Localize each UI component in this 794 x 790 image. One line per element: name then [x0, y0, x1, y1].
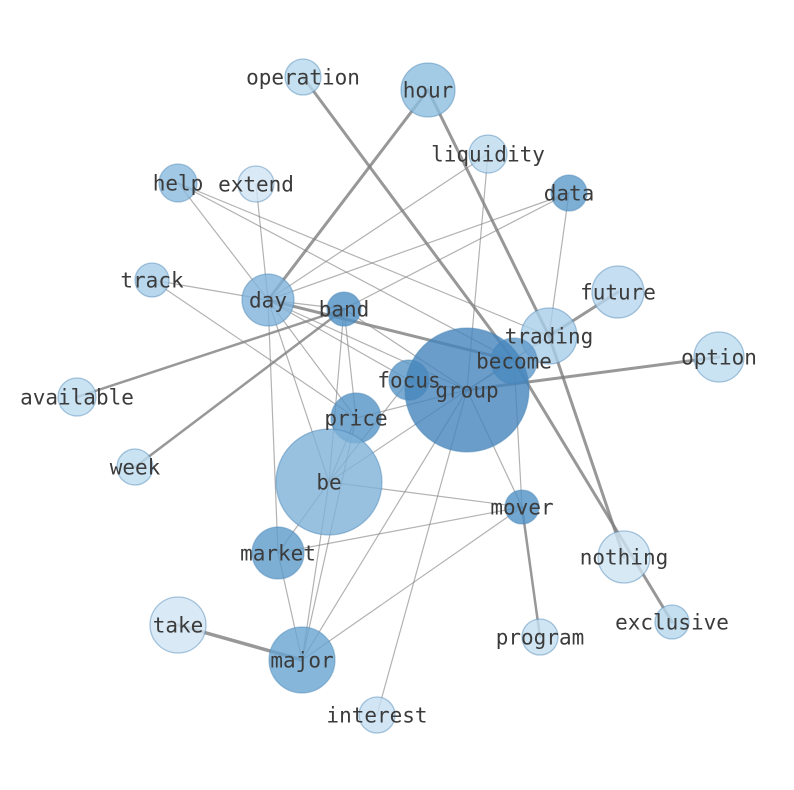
node-operation — [284, 58, 322, 96]
node-band — [326, 291, 362, 327]
node-label-become: become — [476, 349, 552, 373]
node-track — [134, 262, 170, 298]
edge-week-band — [133, 307, 346, 469]
edge-day-data — [267, 192, 570, 301]
edge-become-exclusive — [512, 359, 674, 624]
edge-day-market — [267, 299, 279, 554]
node-label-market: market — [240, 541, 316, 565]
node-market — [251, 526, 305, 580]
node-mover — [504, 489, 540, 525]
node-program — [521, 618, 559, 656]
node-data — [550, 174, 588, 212]
edge-help-trading — [177, 182, 550, 337]
node-available — [57, 377, 97, 417]
edge-day-focus — [267, 299, 410, 381]
node-future — [591, 265, 645, 319]
node-label-exclusive: exclusive — [615, 610, 729, 634]
node-label-trading: trading — [505, 324, 594, 348]
node-label-future: future — [580, 280, 656, 304]
edge-mover-program — [520, 505, 542, 639]
node-label-week: week — [110, 455, 161, 479]
edge-hour-trading — [426, 88, 551, 338]
edge-trading-nothing — [547, 334, 626, 559]
node-week — [116, 448, 154, 486]
node-label-data: data — [544, 181, 595, 205]
node-label-program: program — [496, 625, 585, 649]
node-interest — [358, 696, 396, 734]
node-label-be: be — [316, 470, 341, 494]
node-label-help: help — [153, 171, 204, 195]
node-label-take: take — [153, 613, 204, 637]
node-label-option: option — [681, 345, 757, 369]
node-label-group: group — [435, 378, 498, 402]
node-help — [158, 163, 198, 203]
node-liquidity — [468, 134, 508, 174]
node-hour — [400, 62, 456, 118]
edge-market-mover — [277, 506, 523, 554]
node-trading — [520, 307, 578, 365]
node-label-price: price — [324, 406, 387, 430]
edge-liquidity-day — [267, 153, 489, 301]
edge-available-band — [75, 307, 346, 399]
node-option — [693, 331, 745, 383]
node-label-band: band — [319, 297, 370, 321]
node-label-operation: operation — [246, 65, 360, 89]
node-label-major: major — [270, 648, 333, 672]
node-label-nothing: nothing — [580, 545, 669, 569]
labels-layer: operation hour liquidity help extend data trac… — [20, 65, 757, 727]
node-exclusive — [654, 604, 690, 640]
edge-day-hour — [266, 88, 430, 302]
node-label-track: track — [120, 268, 184, 292]
node-extend — [237, 165, 275, 203]
edge-major-mover — [301, 506, 523, 661]
node-label-mover: mover — [490, 495, 553, 519]
edge-operation-become — [301, 75, 516, 363]
node-label-available: available — [20, 385, 134, 409]
node-label-interest: interest — [326, 703, 427, 727]
nodes-layer — [57, 58, 745, 734]
node-nothing — [597, 530, 651, 584]
node-label-extend: extend — [218, 172, 294, 196]
node-group — [404, 327, 530, 453]
node-label-hour: hour — [403, 78, 454, 102]
edge-track-price — [151, 279, 357, 419]
node-label-focus: focus — [377, 368, 440, 392]
node-label-liquidity: liquidity — [431, 142, 545, 166]
node-take — [149, 596, 207, 654]
edge-band-data — [343, 192, 570, 310]
node-day — [241, 273, 295, 327]
node-be — [275, 428, 383, 536]
node-major — [268, 626, 336, 694]
node-label-day: day — [249, 288, 287, 312]
